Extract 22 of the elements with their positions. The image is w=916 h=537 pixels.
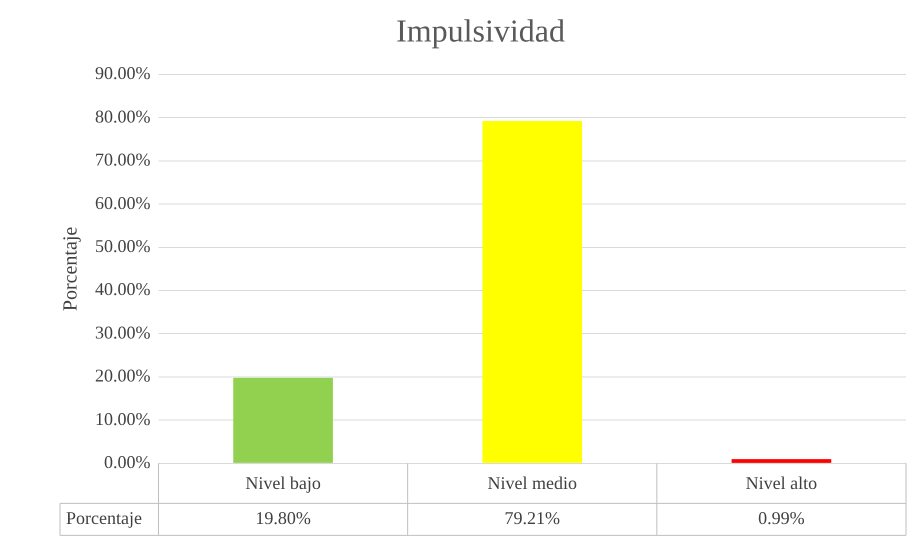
y-tick-label: 90.00% (94, 63, 150, 84)
bar (732, 459, 832, 463)
y-tick-label: 50.00% (94, 236, 150, 256)
bar (233, 378, 333, 463)
bar (482, 121, 582, 463)
y-tick-label: 70.00% (94, 150, 150, 170)
y-tick-label: 80.00% (94, 106, 150, 126)
data-label: 0.99% (758, 508, 805, 528)
y-tick-label: 60.00% (94, 192, 150, 213)
x-tick-label: Nivel medio (488, 472, 577, 493)
chart-title: Impulsividad (396, 12, 565, 49)
y-tick-label: 10.00% (94, 408, 150, 429)
y-tick-label: 40.00% (94, 279, 150, 300)
text: Porcentaje (66, 508, 142, 528)
data-label: 19.80% (255, 508, 311, 528)
data-label: 79.21% (504, 508, 560, 528)
x-tick-label: Nivel bajo (245, 472, 321, 493)
y-tick-label: 30.00% (94, 322, 150, 342)
y-tick-label: 20.00% (94, 366, 150, 386)
x-tick-label: Nivel alto (746, 472, 818, 493)
y-axis-title: Porcentaje (59, 226, 82, 312)
y-tick-label: 0.00% (104, 452, 150, 472)
